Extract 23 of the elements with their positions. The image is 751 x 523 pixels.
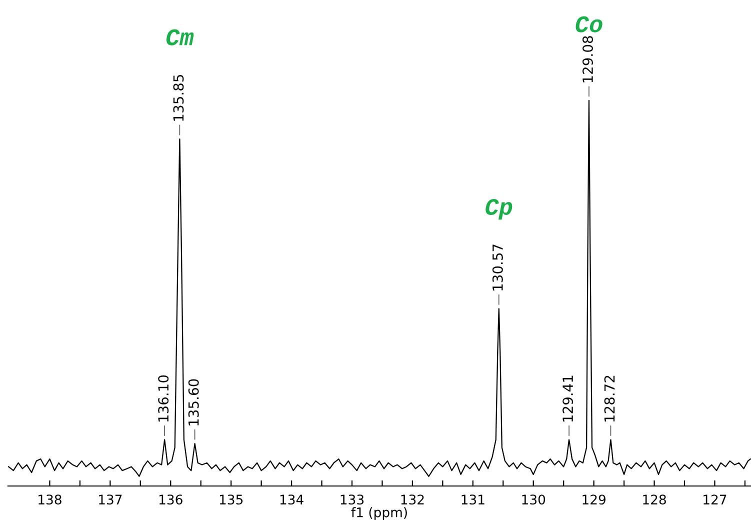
x-tick-label: 135 bbox=[220, 494, 243, 505]
annotation: 136.10 bbox=[158, 375, 169, 422]
x-tick-label: 136 bbox=[159, 494, 182, 505]
x-tick-label: 129 bbox=[582, 494, 606, 505]
x-tick-label: 137 bbox=[99, 494, 122, 505]
annotation: Cp bbox=[486, 198, 512, 220]
text: Co bbox=[576, 16, 602, 32]
x-tick-label: 132 bbox=[401, 494, 424, 505]
annotation: 130.57 bbox=[492, 244, 503, 290]
x-tick-label: 131 bbox=[462, 494, 484, 505]
x-axis-title: f1 (ppm) bbox=[351, 507, 407, 520]
x-tick-label: 127 bbox=[704, 494, 726, 504]
x-tick-label: 128 bbox=[643, 494, 666, 505]
text: Cm bbox=[166, 29, 194, 46]
annotation: 135.60 bbox=[188, 379, 199, 426]
x-tick-label: 134 bbox=[280, 494, 304, 505]
annotation: 128.72 bbox=[604, 376, 615, 422]
annotation: 129.41 bbox=[562, 376, 574, 422]
x-tick-label: 133 bbox=[340, 494, 364, 505]
x-tick-label: 130 bbox=[522, 494, 546, 505]
annotation: 135.85 bbox=[173, 74, 184, 121]
annotation: 129.08 bbox=[582, 36, 594, 82]
x-tick-label: 138 bbox=[38, 494, 62, 505]
